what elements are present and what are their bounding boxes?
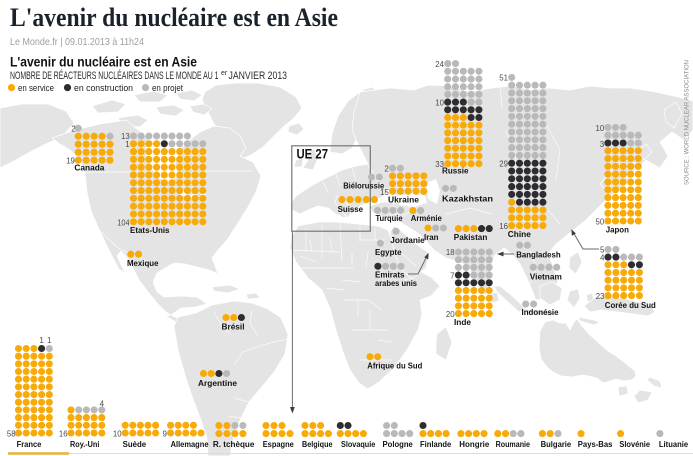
svg-text:1: 1 — [125, 140, 130, 149]
svg-text:en service: en service — [18, 83, 54, 93]
svg-text:Chine: Chine — [508, 229, 531, 239]
svg-text:Biélorussie: Biélorussie — [343, 180, 384, 190]
svg-text:R. tchèque: R. tchèque — [213, 439, 255, 449]
svg-text:29: 29 — [499, 160, 508, 169]
svg-text:16: 16 — [59, 429, 68, 438]
svg-text:Inde: Inde — [454, 317, 471, 327]
svg-text:104: 104 — [117, 218, 130, 227]
svg-text:Argentine: Argentine — [198, 378, 237, 388]
svg-text:France: France — [17, 439, 42, 449]
svg-text:Egypte: Egypte — [375, 247, 402, 257]
svg-text:Brésil: Brésil — [222, 322, 245, 332]
svg-text:Finlande: Finlande — [420, 439, 451, 449]
svg-text:Hongrie: Hongrie — [459, 439, 489, 449]
svg-text:Roumanie: Roumanie — [496, 439, 531, 449]
svg-text:13: 13 — [121, 132, 130, 141]
svg-text:Pologne: Pologne — [383, 439, 413, 449]
svg-text:Le Monde.fr | 09.01.2013 à 11h: Le Monde.fr | 09.01.2013 à 11h24 — [10, 36, 144, 48]
svg-text:Pakistan: Pakistan — [454, 232, 488, 242]
svg-text:Arménie: Arménie — [411, 213, 442, 223]
svg-text:UE 27: UE 27 — [297, 147, 329, 162]
svg-text:Ukraine: Ukraine — [388, 194, 419, 204]
svg-text:Allemagne: Allemagne — [171, 439, 209, 449]
svg-text:en construction: en construction — [74, 83, 133, 93]
svg-text:Slovénie: Slovénie — [619, 439, 650, 449]
svg-text:JANVIER 2013: JANVIER 2013 — [229, 70, 288, 82]
svg-text:Mexique: Mexique — [127, 258, 159, 268]
svg-text:Corée du Sud: Corée du Sud — [605, 300, 656, 310]
svg-text:Slovaquie: Slovaquie — [341, 439, 375, 449]
svg-text:58: 58 — [7, 429, 16, 438]
svg-text:er: er — [221, 70, 228, 77]
svg-text:19: 19 — [66, 156, 75, 165]
svg-text:1: 1 — [47, 336, 52, 345]
svg-text:20: 20 — [446, 310, 455, 319]
svg-text:Emirats: Emirats — [375, 269, 405, 279]
svg-text:33: 33 — [435, 160, 444, 169]
svg-text:arabes unis: arabes unis — [375, 278, 417, 288]
svg-text:Bulgarie: Bulgarie — [541, 439, 572, 449]
svg-text:4: 4 — [100, 399, 105, 408]
svg-text:Etats-Unis: Etats-Unis — [130, 225, 170, 235]
svg-text:1: 1 — [39, 336, 44, 345]
svg-text:en projet: en projet — [152, 83, 183, 93]
svg-text:Jordanie: Jordanie — [390, 235, 425, 245]
svg-text:51: 51 — [499, 74, 508, 83]
svg-text:18: 18 — [446, 248, 455, 257]
svg-text:9: 9 — [163, 429, 168, 438]
svg-text:2: 2 — [71, 124, 76, 133]
svg-text:15: 15 — [380, 188, 389, 197]
svg-text:24: 24 — [435, 60, 444, 69]
svg-text:Canada: Canada — [74, 163, 104, 173]
svg-text:50: 50 — [596, 218, 605, 227]
svg-text:16: 16 — [499, 222, 508, 231]
svg-text:Espagne: Espagne — [263, 439, 294, 449]
svg-text:10: 10 — [435, 98, 444, 107]
svg-text:L'avenir du nucléaire est en A: L'avenir du nucléaire est en Asie — [10, 54, 197, 70]
svg-text:Pays-Bas: Pays-Bas — [578, 439, 613, 449]
svg-text:23: 23 — [596, 292, 605, 301]
svg-text:SOURCE : WORLD NUCLEAR ASSOCIA: SOURCE : WORLD NUCLEAR ASSOCIATION — [684, 60, 691, 185]
svg-text:Suède: Suède — [123, 439, 147, 449]
svg-text:10: 10 — [596, 124, 605, 133]
svg-text:L'avenir du nucléaire est en A: L'avenir du nucléaire est en Asie — [10, 3, 338, 32]
svg-text:5: 5 — [600, 246, 605, 255]
svg-text:Turquie: Turquie — [376, 213, 403, 223]
svg-text:Belgique: Belgique — [302, 439, 333, 449]
svg-text:Lituanie: Lituanie — [659, 439, 688, 449]
svg-text:Bangladesh: Bangladesh — [516, 249, 561, 259]
svg-text:7: 7 — [450, 271, 455, 280]
svg-text:10: 10 — [113, 429, 122, 438]
svg-text:Russie: Russie — [442, 166, 469, 176]
svg-text:3: 3 — [600, 140, 605, 149]
svg-text:4: 4 — [600, 254, 605, 263]
svg-text:Afrique du Sud: Afrique du Sud — [367, 361, 422, 371]
svg-text:Vietnam: Vietnam — [530, 271, 562, 281]
svg-text:2: 2 — [384, 164, 389, 173]
svg-text:Japon: Japon — [606, 225, 629, 235]
svg-text:NOMBRE DE RÉACTEURS NUCLÉAIRES: NOMBRE DE RÉACTEURS NUCLÉAIRES DANS LE M… — [10, 69, 219, 82]
svg-text:Suisse: Suisse — [338, 204, 364, 214]
svg-text:Kazakhstan: Kazakhstan — [442, 193, 493, 203]
svg-text:Iran: Iran — [424, 232, 439, 242]
svg-text:Indonésie: Indonésie — [522, 307, 559, 317]
svg-text:Roy.-Uni: Roy.-Uni — [70, 439, 99, 449]
